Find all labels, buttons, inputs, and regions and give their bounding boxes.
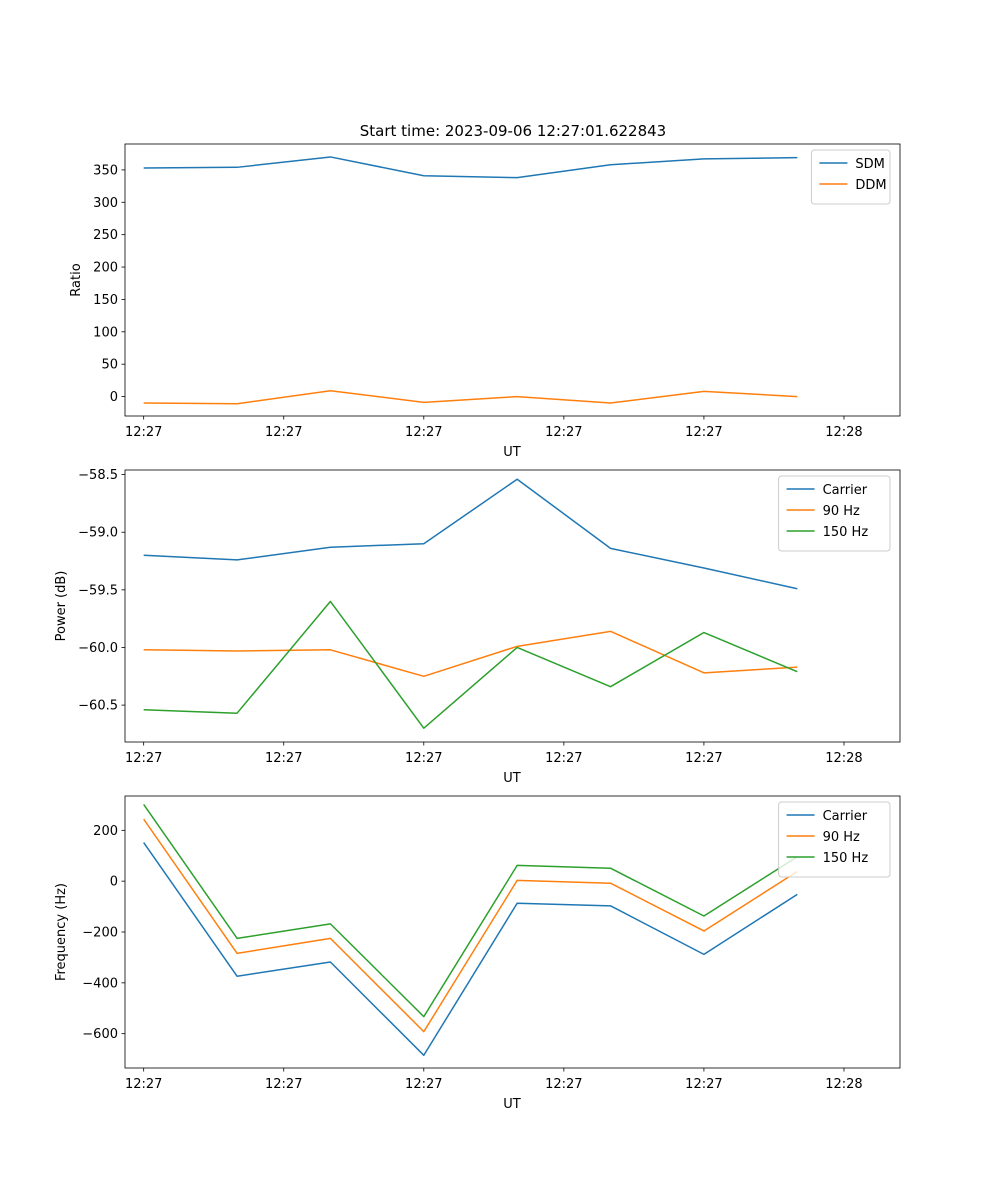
x-tick-label: 12:27 — [545, 425, 582, 440]
series-line-carrier — [143, 478, 798, 590]
x-tick-label: 12:28 — [825, 1077, 862, 1092]
legend: Carrier 90 Hz 150 Hz — [778, 475, 891, 552]
legend-label: DDM — [855, 178, 886, 193]
y-tick-label: −600 — [82, 1027, 118, 1042]
x-tick-label: 12:27 — [405, 751, 442, 766]
x-tick-label: 12:27 — [265, 1077, 302, 1092]
legend-label: Carrier — [823, 809, 868, 824]
y-tick-label: −59.0 — [78, 526, 118, 541]
y-tick-label: 50 — [101, 358, 118, 373]
legend-label: 90 Hz — [823, 830, 860, 845]
y-tick-label: 200 — [93, 824, 118, 839]
x-axis-label: UT — [503, 771, 521, 786]
series-line-150-hz — [143, 803, 798, 1018]
y-tick-label: 200 — [93, 261, 118, 276]
y-axis-label: Frequency (Hz) — [54, 883, 69, 981]
series-line-150-hz — [143, 600, 798, 729]
series-line-90-hz — [143, 818, 798, 1033]
y-tick-label: 300 — [93, 196, 118, 211]
x-tick-label: 12:27 — [125, 1077, 162, 1092]
y-tick-label: −59.5 — [78, 583, 118, 598]
x-tick-label: 12:27 — [545, 1077, 582, 1092]
legend: SDM DDM — [810, 149, 891, 205]
plot-frame — [124, 143, 901, 417]
legend-label: 150 Hz — [823, 525, 869, 540]
y-tick-label: −58.5 — [78, 468, 118, 483]
x-tick-label: 12:27 — [685, 1077, 722, 1092]
legend-label: 150 Hz — [823, 851, 869, 866]
x-tick-label: 12:27 — [405, 1077, 442, 1092]
y-tick-label: −400 — [82, 976, 118, 991]
x-tick-label: 12:27 — [685, 425, 722, 440]
x-tick-label: 12:27 — [125, 425, 162, 440]
y-tick-label: 0 — [110, 390, 118, 405]
chart-panel-2: 12:27 12:27 12:27 12:27 12:27 12:28 −60.5 −60.0… — [54, 468, 901, 786]
plot-frame — [124, 469, 901, 743]
y-tick-label: 350 — [93, 163, 118, 178]
y-tick-label: 100 — [93, 325, 118, 340]
series-line-ddm — [143, 389, 798, 405]
x-axis-label: UT — [503, 1097, 521, 1112]
x-tick-label: 12:27 — [405, 425, 442, 440]
legend-box — [778, 801, 891, 878]
y-tick-label: 250 — [93, 228, 118, 243]
y-tick-label: −60.0 — [78, 641, 118, 656]
y-tick-label: 150 — [93, 293, 118, 308]
series-line-sdm — [143, 156, 798, 179]
series-line-90-hz — [143, 630, 798, 678]
legend-label: 90 Hz — [823, 504, 860, 519]
legend-label: Carrier — [823, 483, 868, 498]
y-axis-label: Ratio — [69, 263, 84, 296]
y-tick-label: −200 — [82, 926, 118, 941]
y-tick-label: −60.5 — [78, 699, 118, 714]
x-tick-label: 12:27 — [265, 425, 302, 440]
x-tick-label: 12:28 — [825, 425, 862, 440]
y-axis-label: Power (dB) — [54, 571, 69, 642]
y-tick-label: 0 — [110, 875, 118, 890]
legend: Carrier 90 Hz 150 Hz — [778, 801, 891, 878]
series-line-carrier — [143, 842, 798, 1057]
chart-panel-3: 12:27 12:27 12:27 12:27 12:27 12:28 −600 −400 −2… — [54, 795, 901, 1112]
x-tick-label: 12:27 — [125, 751, 162, 766]
x-axis-label: UT — [503, 445, 521, 460]
legend-box — [778, 475, 891, 552]
figure-title: Start time: 2023-09-06 12:27:01.622843 — [360, 122, 666, 140]
x-tick-label: 12:28 — [825, 751, 862, 766]
chart-panel-1: 12:27 12:27 12:27 12:27 12:27 12:28 0 50 100 150 2… — [69, 143, 901, 460]
x-tick-label: 12:27 — [545, 751, 582, 766]
legend-label: SDM — [855, 157, 884, 172]
x-tick-label: 12:27 — [265, 751, 302, 766]
x-tick-label: 12:27 — [685, 751, 722, 766]
